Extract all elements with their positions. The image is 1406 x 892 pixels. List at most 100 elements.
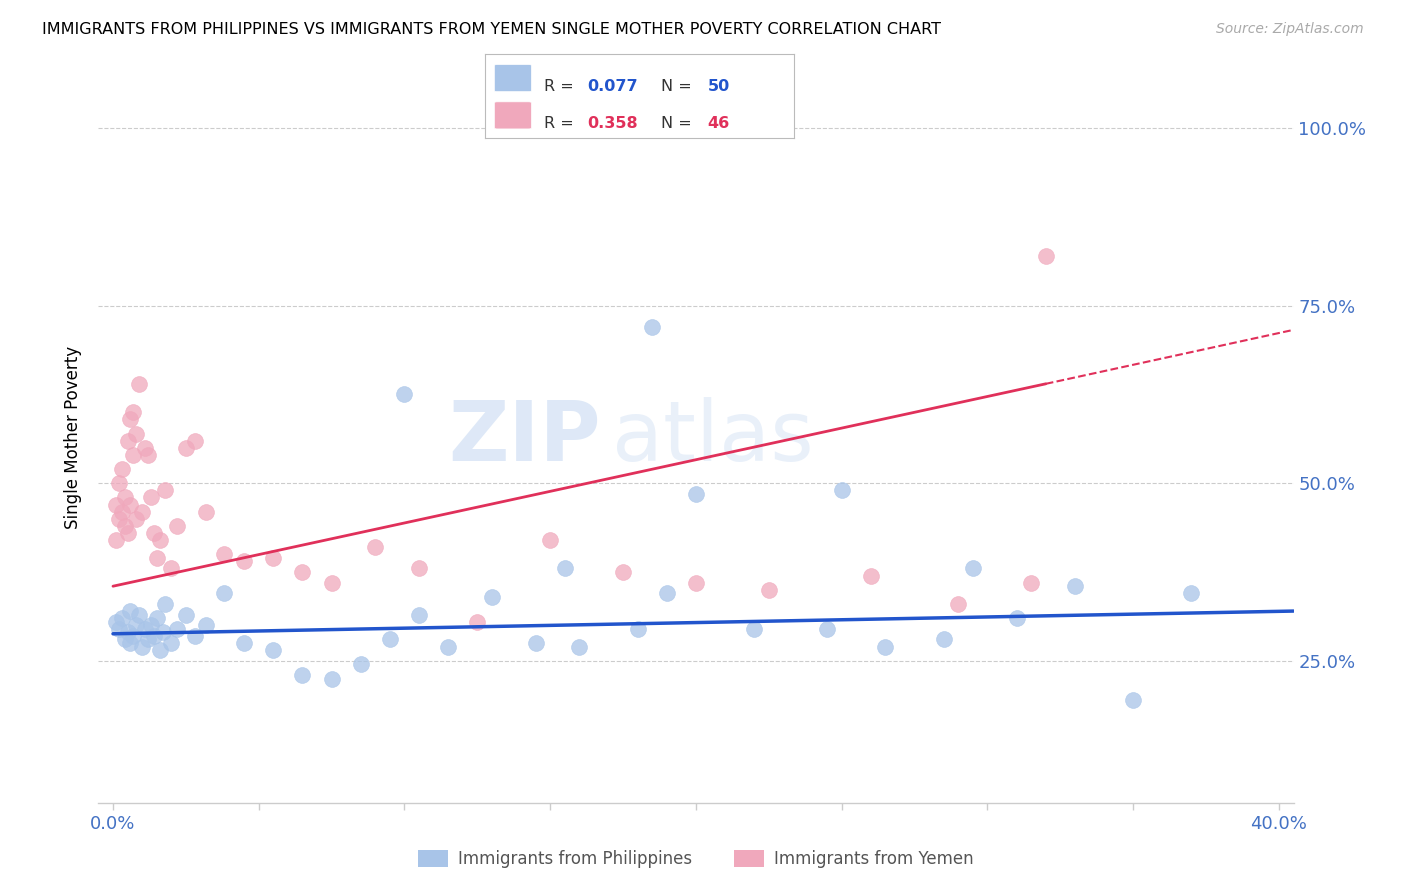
Point: [685, 575, 707, 590]
Point: [114, 491, 136, 505]
Point: [120, 636, 142, 650]
Point: [108, 512, 131, 526]
Point: [166, 519, 188, 533]
Point: [538, 533, 561, 547]
Point: [139, 618, 162, 632]
Point: [321, 672, 343, 686]
Point: [1035, 249, 1057, 263]
Text: ZIP: ZIP: [449, 397, 600, 477]
Point: [815, 622, 838, 636]
Point: [612, 565, 634, 579]
Point: [114, 519, 136, 533]
Point: [131, 505, 153, 519]
Point: [932, 632, 955, 647]
Point: [125, 618, 148, 632]
Point: [117, 625, 139, 640]
Point: [117, 434, 139, 448]
Point: [568, 640, 591, 654]
Point: [394, 387, 416, 401]
Point: [125, 512, 148, 526]
Point: [128, 376, 150, 391]
Point: [111, 611, 134, 625]
Point: [152, 625, 174, 640]
Point: [350, 657, 373, 672]
Point: [183, 434, 205, 448]
Point: [195, 618, 218, 632]
Point: [122, 448, 145, 462]
Text: 0.358: 0.358: [588, 116, 638, 131]
Point: [174, 607, 197, 622]
Point: [120, 604, 142, 618]
Y-axis label: Single Mother Poverty: Single Mother Poverty: [65, 345, 83, 529]
Point: [195, 505, 218, 519]
Point: [481, 590, 503, 604]
Point: [212, 547, 235, 561]
Point: [437, 640, 460, 654]
Point: [155, 483, 177, 498]
Text: IMMIGRANTS FROM PHILIPPINES VS IMMIGRANTS FROM YEMEN SINGLE MOTHER POVERTY CORRE: IMMIGRANTS FROM PHILIPPINES VS IMMIGRANT…: [42, 22, 941, 37]
Point: [104, 615, 127, 629]
Point: [111, 462, 134, 476]
Text: N =: N =: [661, 78, 697, 94]
Point: [1019, 575, 1042, 590]
Point: [1005, 611, 1028, 625]
Point: [1122, 693, 1144, 707]
Point: [627, 622, 650, 636]
Point: [166, 622, 188, 636]
Text: atlas: atlas: [613, 397, 814, 477]
Point: [134, 441, 156, 455]
Point: [136, 448, 159, 462]
Point: [136, 632, 159, 647]
Text: N =: N =: [661, 116, 697, 131]
Point: [183, 629, 205, 643]
Text: Source: ZipAtlas.com: Source: ZipAtlas.com: [1216, 22, 1364, 37]
Point: [142, 629, 165, 643]
Text: R =: R =: [544, 116, 579, 131]
FancyBboxPatch shape: [495, 102, 531, 129]
Point: [117, 525, 139, 540]
Point: [364, 540, 387, 554]
Point: [160, 561, 183, 575]
Point: [120, 498, 142, 512]
Point: [742, 622, 765, 636]
Point: [149, 533, 172, 547]
Text: 46: 46: [707, 116, 730, 131]
Point: [408, 561, 430, 575]
Point: [321, 575, 343, 590]
Point: [262, 550, 284, 565]
Point: [233, 554, 256, 568]
Point: [142, 525, 165, 540]
Point: [125, 426, 148, 441]
Point: [875, 640, 897, 654]
Point: [262, 643, 284, 657]
Point: [108, 622, 131, 636]
Point: [554, 561, 576, 575]
Point: [1064, 579, 1087, 593]
Point: [160, 636, 183, 650]
Point: [149, 643, 172, 657]
Point: [962, 561, 984, 575]
Point: [145, 611, 167, 625]
Text: 0.077: 0.077: [588, 78, 638, 94]
Point: [108, 476, 131, 491]
Point: [111, 505, 134, 519]
Point: [831, 483, 853, 498]
Point: [408, 607, 430, 622]
Point: [114, 632, 136, 647]
Point: [378, 632, 401, 647]
Point: [128, 607, 150, 622]
Point: [104, 533, 127, 547]
Point: [122, 629, 145, 643]
Point: [212, 586, 235, 600]
Legend: Immigrants from Philippines, Immigrants from Yemen: Immigrants from Philippines, Immigrants …: [412, 844, 980, 875]
Point: [120, 412, 142, 426]
Point: [524, 636, 547, 650]
Point: [233, 636, 256, 650]
FancyBboxPatch shape: [495, 64, 531, 92]
Text: 50: 50: [707, 78, 730, 94]
Point: [685, 487, 707, 501]
Point: [291, 565, 314, 579]
Point: [134, 622, 156, 636]
Point: [155, 597, 177, 611]
Point: [758, 582, 780, 597]
